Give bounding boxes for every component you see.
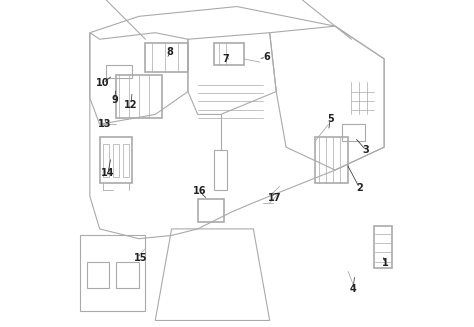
Text: 1: 1 xyxy=(383,258,389,268)
Bar xyxy=(374,226,392,268)
Text: 4: 4 xyxy=(350,284,356,294)
Text: 13: 13 xyxy=(98,119,111,129)
Text: 12: 12 xyxy=(124,100,137,110)
Bar xyxy=(87,262,109,288)
Bar xyxy=(316,137,348,183)
Text: 5: 5 xyxy=(327,114,334,124)
Text: 17: 17 xyxy=(268,193,282,203)
Text: 6: 6 xyxy=(263,52,270,62)
Text: 2: 2 xyxy=(356,183,363,193)
Bar xyxy=(198,199,224,222)
Bar xyxy=(214,43,244,65)
Bar xyxy=(116,262,139,288)
Bar xyxy=(116,75,162,118)
Bar xyxy=(214,150,227,190)
Bar xyxy=(100,137,132,183)
Bar xyxy=(106,65,132,78)
Bar xyxy=(123,144,129,177)
Text: 15: 15 xyxy=(134,253,147,263)
Bar xyxy=(113,144,119,177)
Text: 10: 10 xyxy=(96,78,109,88)
Text: 14: 14 xyxy=(101,168,115,178)
Text: 3: 3 xyxy=(363,146,370,155)
Text: 9: 9 xyxy=(111,95,118,105)
Bar xyxy=(342,124,365,141)
Text: 8: 8 xyxy=(166,47,173,57)
Bar xyxy=(146,43,188,72)
Text: 7: 7 xyxy=(222,54,229,64)
Bar xyxy=(103,144,109,177)
Text: 16: 16 xyxy=(192,186,206,196)
